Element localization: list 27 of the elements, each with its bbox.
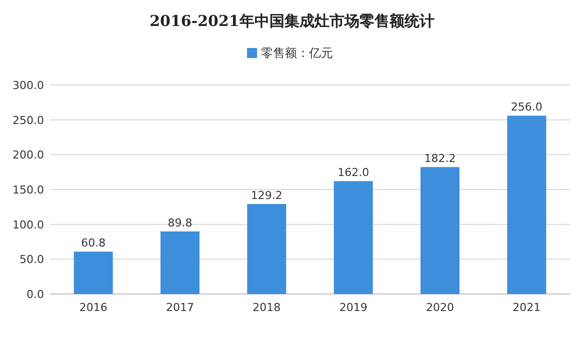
- y-tick-label: 250.0: [12, 114, 44, 127]
- y-tick-label: 300.0: [12, 79, 44, 92]
- y-tick-label: 0.0: [26, 288, 44, 301]
- data-label: 162.0: [338, 166, 370, 180]
- data-label: 182.2: [424, 152, 456, 166]
- bar: [74, 252, 113, 294]
- y-tick-label: 100.0: [12, 218, 44, 232]
- data-label: 60.8: [81, 236, 106, 250]
- data-label: 129.2: [250, 188, 282, 202]
- x-tick-label: 2018: [252, 301, 281, 314]
- x-tick-label: 2019: [339, 301, 368, 314]
- x-tick-label: 2017: [166, 301, 194, 314]
- y-tick-label: 50.0: [20, 253, 44, 266]
- bar: [247, 204, 286, 294]
- x-tick-label: 2020: [426, 301, 454, 314]
- legend-label: 零售额：亿元: [261, 46, 333, 60]
- x-tick-label: 2021: [512, 301, 541, 314]
- data-label: 89.8: [168, 216, 192, 230]
- chart-title: 2016-2021年中国集成灶市场零售额统计: [150, 12, 434, 30]
- y-tick-label: 200.0: [12, 148, 44, 162]
- x-tick-label: 2016: [79, 301, 108, 314]
- data-label: 256.0: [510, 100, 542, 114]
- y-tick-label: 150.0: [12, 184, 44, 196]
- bar: [160, 231, 200, 294]
- bar: [420, 167, 460, 294]
- bar: [507, 116, 546, 294]
- bar: [334, 181, 373, 294]
